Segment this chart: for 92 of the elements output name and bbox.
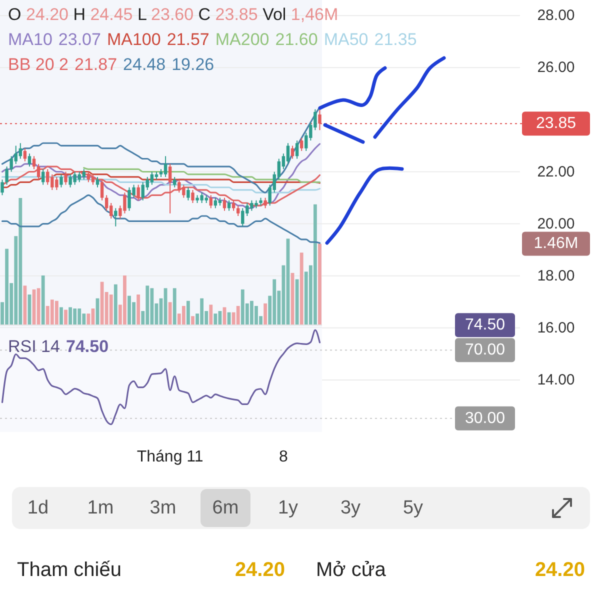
candlestick <box>86 171 90 183</box>
candlestick <box>290 145 294 160</box>
annotation: 24.48 <box>123 55 166 74</box>
candlestick <box>0 179 4 196</box>
bar <box>191 316 194 325</box>
annotation: 19.26 <box>172 55 214 74</box>
bar <box>114 284 118 325</box>
candlestick <box>164 156 168 178</box>
text: Mở cửa <box>316 559 387 581</box>
y-tick-label: 30.00 <box>464 410 506 427</box>
candlestick <box>60 174 63 188</box>
text: O 24.20 H 24.45 L 23.60 C 23.85 Vol 1,46M <box>8 5 338 24</box>
candlestick <box>191 189 194 204</box>
bar <box>64 310 68 325</box>
text: 24.20 <box>534 559 585 581</box>
candlestick <box>32 156 36 170</box>
candlestick <box>91 174 95 186</box>
candlestick <box>227 200 231 212</box>
y-tick-label: 70.00 <box>464 342 506 359</box>
candlestick <box>28 153 32 168</box>
bar <box>186 300 190 325</box>
candlestick <box>114 208 118 227</box>
text: 1m <box>87 498 114 518</box>
y-tick-label: 16.00 <box>537 319 575 336</box>
candlestick <box>300 137 304 152</box>
text: 1d <box>27 498 49 518</box>
candlestick <box>173 176 176 188</box>
x-tick-label: 8 <box>279 448 288 466</box>
y-tick-label: 22.00 <box>537 163 575 180</box>
text: 74.50 <box>464 316 506 334</box>
bar <box>182 306 186 325</box>
candlestick <box>100 179 104 201</box>
candlestick <box>236 205 240 216</box>
candlestick <box>186 186 190 201</box>
candlestick <box>214 197 218 209</box>
candlestick <box>150 171 154 186</box>
text: Tham chiếu <box>17 559 122 581</box>
text: MA10 <box>8 30 52 49</box>
text: MA100 <box>106 30 161 49</box>
text: 3y <box>340 498 362 518</box>
ref-line-label: 23.85 <box>536 115 576 132</box>
text: 3m <box>150 498 176 518</box>
text: 5y <box>402 498 424 518</box>
bar <box>168 302 172 325</box>
bar <box>54 300 58 325</box>
bar <box>300 252 304 325</box>
candlestick <box>286 142 290 164</box>
candlestick <box>82 168 86 180</box>
bar <box>264 303 268 325</box>
y-tick-label: 28.00 <box>537 7 575 24</box>
bar <box>214 314 218 325</box>
bar <box>172 288 176 325</box>
annotation: 21.87 <box>74 55 118 74</box>
annotation: 74.50 <box>66 337 109 356</box>
bar <box>23 286 27 325</box>
annotation: 21.60 <box>275 30 318 49</box>
text: 21.35 <box>374 30 417 49</box>
candlestick <box>222 197 226 212</box>
bar <box>318 244 322 325</box>
candlestick <box>41 168 45 186</box>
candlestick <box>96 176 100 188</box>
bar <box>313 204 317 325</box>
y-tick-label: 20.00 <box>537 215 575 232</box>
line-series <box>1 329 321 426</box>
series-label: RSI 14 <box>8 337 60 356</box>
bar <box>295 279 299 325</box>
bar <box>136 294 140 325</box>
y-tick-label: 18.00 <box>537 267 575 284</box>
bar <box>236 306 240 325</box>
candlestick <box>23 148 27 162</box>
bar <box>60 307 63 325</box>
text: MA200 <box>215 30 270 49</box>
text: 1.46M <box>534 235 578 252</box>
candlestick <box>295 140 299 160</box>
x-tick-label: Tháng 11 <box>136 448 204 466</box>
candlestick <box>64 171 68 186</box>
text: 1y <box>278 498 299 518</box>
bar <box>109 294 113 325</box>
text: MA50 <box>324 30 368 49</box>
bar <box>41 275 45 325</box>
line-series <box>1 194 321 244</box>
candlestick <box>5 166 8 186</box>
bar <box>209 304 213 325</box>
text: 6m <box>212 498 239 518</box>
y-tick-label: 14.00 <box>537 371 575 388</box>
annotation: 21.57 <box>166 30 210 49</box>
text: BB 20 2 <box>8 55 68 74</box>
candlestick <box>136 184 140 201</box>
annotation: 23.07 <box>58 30 101 49</box>
text: 24.20 <box>234 559 285 581</box>
candlestick <box>18 142 22 160</box>
y-tick-label: 26.00 <box>537 59 575 76</box>
